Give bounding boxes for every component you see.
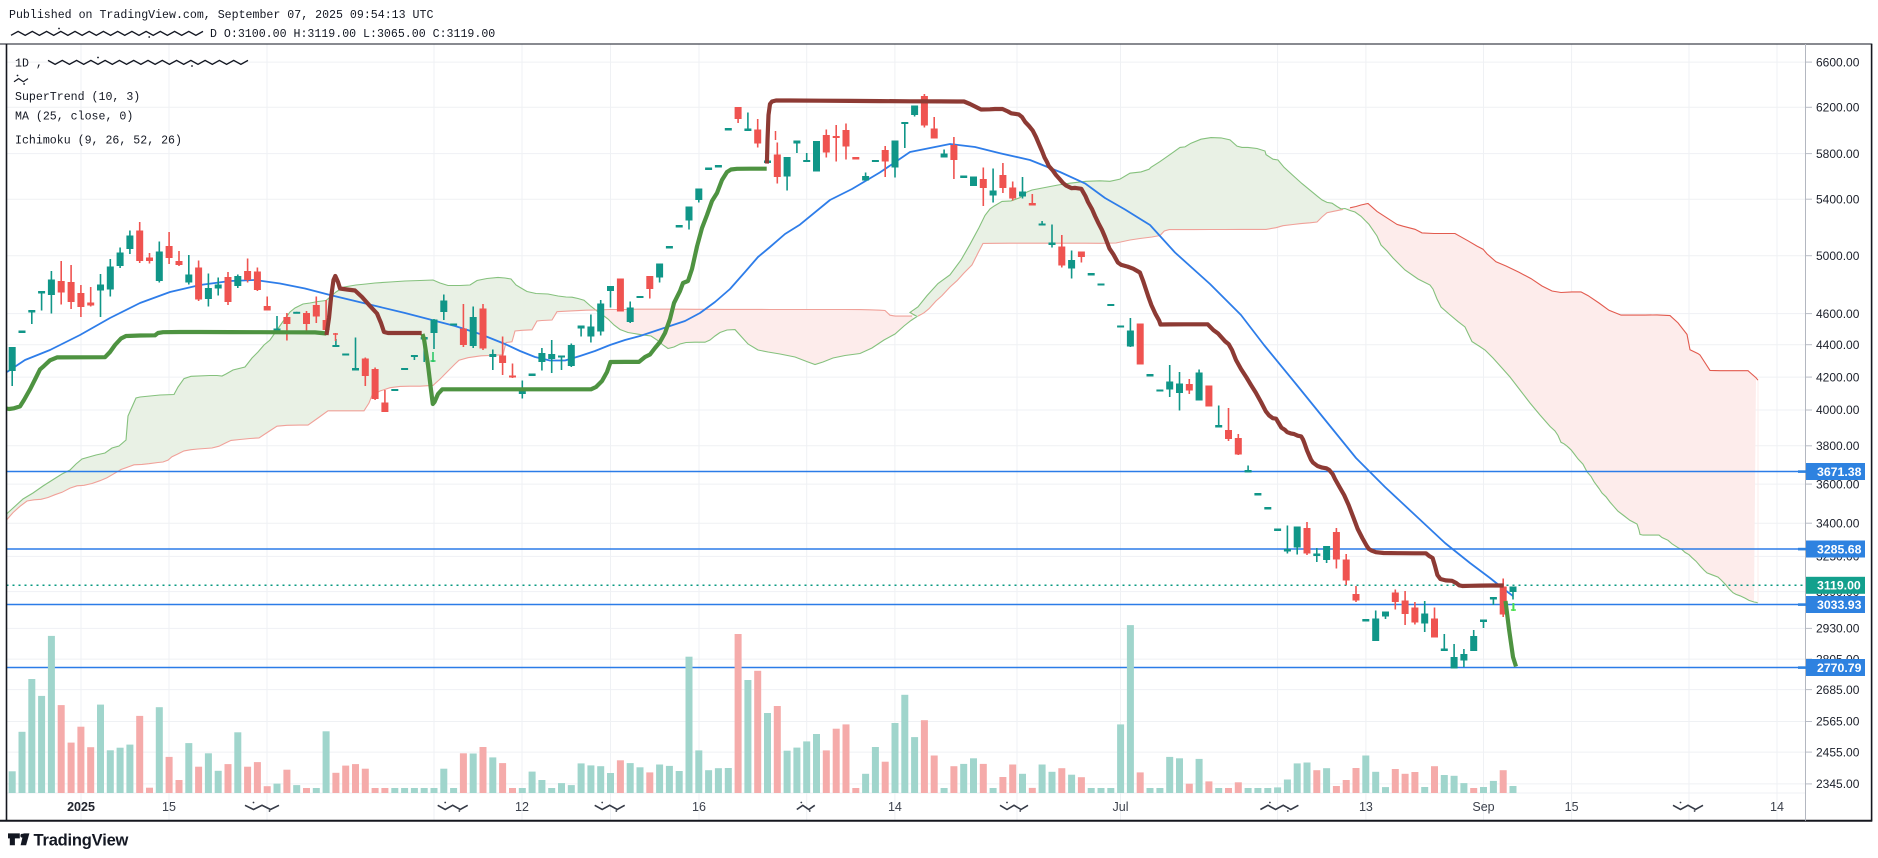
svg-text:4600.00: 4600.00	[1816, 307, 1860, 321]
svg-text:3400.00: 3400.00	[1816, 516, 1860, 530]
svg-text:SuperTrend (10, 3): SuperTrend (10, 3)	[15, 91, 140, 104]
svg-text:14: 14	[1770, 800, 1784, 814]
svg-text:13: 13	[1359, 800, 1373, 814]
svg-text:4000.00: 4000.00	[1816, 403, 1860, 417]
svg-text:5000.00: 5000.00	[1816, 249, 1860, 263]
svg-text:3119.00: 3119.00	[1817, 579, 1861, 593]
svg-text:3671.38: 3671.38	[1817, 465, 1862, 479]
svg-text:TradingView: TradingView	[34, 832, 129, 850]
svg-text:MA (25, close, 0): MA (25, close, 0)	[15, 111, 133, 124]
svg-text:2770.79: 2770.79	[1817, 661, 1862, 675]
svg-text:Jul: Jul	[1113, 800, 1129, 814]
svg-text:16: 16	[692, 800, 706, 814]
svg-text:6200.00: 6200.00	[1816, 101, 1860, 115]
svg-text:3600.00: 3600.00	[1816, 477, 1860, 491]
svg-text:3285.68: 3285.68	[1817, 542, 1862, 556]
svg-text:5800.00: 5800.00	[1816, 147, 1860, 161]
svg-text:3800.00: 3800.00	[1816, 439, 1860, 453]
svg-text:2930.00: 2930.00	[1816, 622, 1860, 636]
svg-text:Ichimoku (9, 26, 52, 26): Ichimoku (9, 26, 52, 26)	[15, 135, 182, 148]
svg-text:Published on TradingView.com,: Published on TradingView.com, September …	[9, 9, 433, 22]
svg-text:15: 15	[162, 800, 176, 814]
svg-text:2685.00: 2685.00	[1816, 683, 1860, 697]
svg-text:2455.00: 2455.00	[1816, 745, 1860, 759]
svg-text:6600.00: 6600.00	[1816, 55, 1860, 69]
svg-text:2025: 2025	[67, 800, 95, 814]
svg-text:4400.00: 4400.00	[1816, 338, 1860, 352]
svg-text:5400.00: 5400.00	[1816, 192, 1860, 206]
svg-text:1D ,: 1D ,	[15, 58, 43, 71]
svg-text:2565.00: 2565.00	[1816, 715, 1860, 729]
svg-text:Sep: Sep	[1472, 800, 1494, 814]
svg-text:15: 15	[1565, 800, 1579, 814]
svg-text:2345.00: 2345.00	[1816, 777, 1860, 791]
svg-text:D O:3100.00 H:3119.00 L:3065.0: D O:3100.00 H:3119.00 L:3065.00 C:3119.0…	[210, 28, 495, 41]
svg-text:14: 14	[888, 800, 902, 814]
svg-text:12: 12	[515, 800, 529, 814]
svg-text:4200.00: 4200.00	[1816, 370, 1860, 384]
svg-text:3033.93: 3033.93	[1817, 598, 1862, 612]
